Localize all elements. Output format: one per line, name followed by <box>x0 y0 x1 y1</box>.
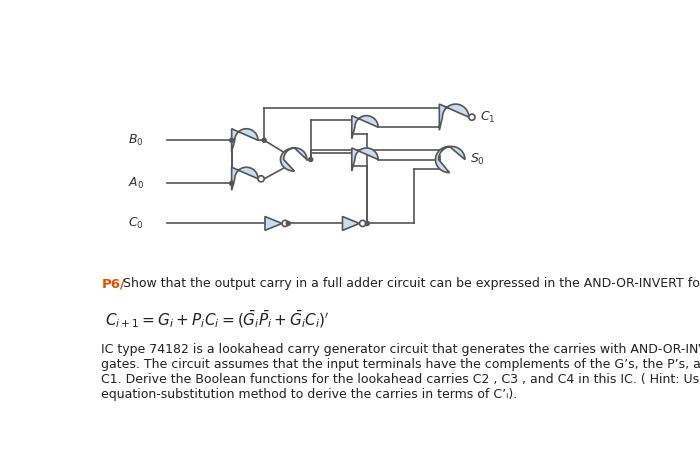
Circle shape <box>230 138 234 142</box>
Text: $A_0$: $A_0$ <box>128 176 144 191</box>
Circle shape <box>262 138 266 142</box>
Polygon shape <box>281 148 307 171</box>
Polygon shape <box>435 147 465 173</box>
Polygon shape <box>352 116 378 139</box>
Text: Show that the output carry in a full adder circuit can be expressed in the AND-O: Show that the output carry in a full add… <box>123 278 700 290</box>
Polygon shape <box>232 129 258 152</box>
Text: $C_0$: $C_0$ <box>128 216 144 231</box>
Polygon shape <box>265 217 282 230</box>
Circle shape <box>230 181 234 186</box>
Text: C1. Derive the Boolean functions for the lookahead carries C2 , C3 , and C4 in t: C1. Derive the Boolean functions for the… <box>102 373 700 386</box>
Circle shape <box>286 221 290 226</box>
Text: $C_{i+1} = G_i + P_iC_i = (\bar{G_i}\bar{P_i} + \bar{G_i}C_i)'$: $C_{i+1} = G_i + P_iC_i = (\bar{G_i}\bar… <box>104 308 329 330</box>
Circle shape <box>258 176 264 182</box>
Text: $S_0$: $S_0$ <box>470 152 484 167</box>
Text: IC type 74182 is a lookahead carry generator circuit that generates the carries : IC type 74182 is a lookahead carry gener… <box>102 343 700 356</box>
Text: gates. The circuit assumes that the input terminals have the complements of the : gates. The circuit assumes that the inpu… <box>102 358 700 371</box>
Text: $B_0$: $B_0$ <box>128 133 144 148</box>
Circle shape <box>365 221 370 226</box>
Circle shape <box>309 158 313 161</box>
Circle shape <box>469 114 475 120</box>
Polygon shape <box>440 104 469 130</box>
Text: P6/: P6/ <box>102 278 125 290</box>
Circle shape <box>360 220 365 227</box>
Circle shape <box>282 220 288 227</box>
Text: $C_1$: $C_1$ <box>480 109 495 125</box>
Polygon shape <box>342 217 360 230</box>
Polygon shape <box>352 148 378 171</box>
Polygon shape <box>232 167 258 190</box>
Text: equation-substitution method to derive the carries in terms of C’ᵢ).: equation-substitution method to derive t… <box>102 388 518 401</box>
